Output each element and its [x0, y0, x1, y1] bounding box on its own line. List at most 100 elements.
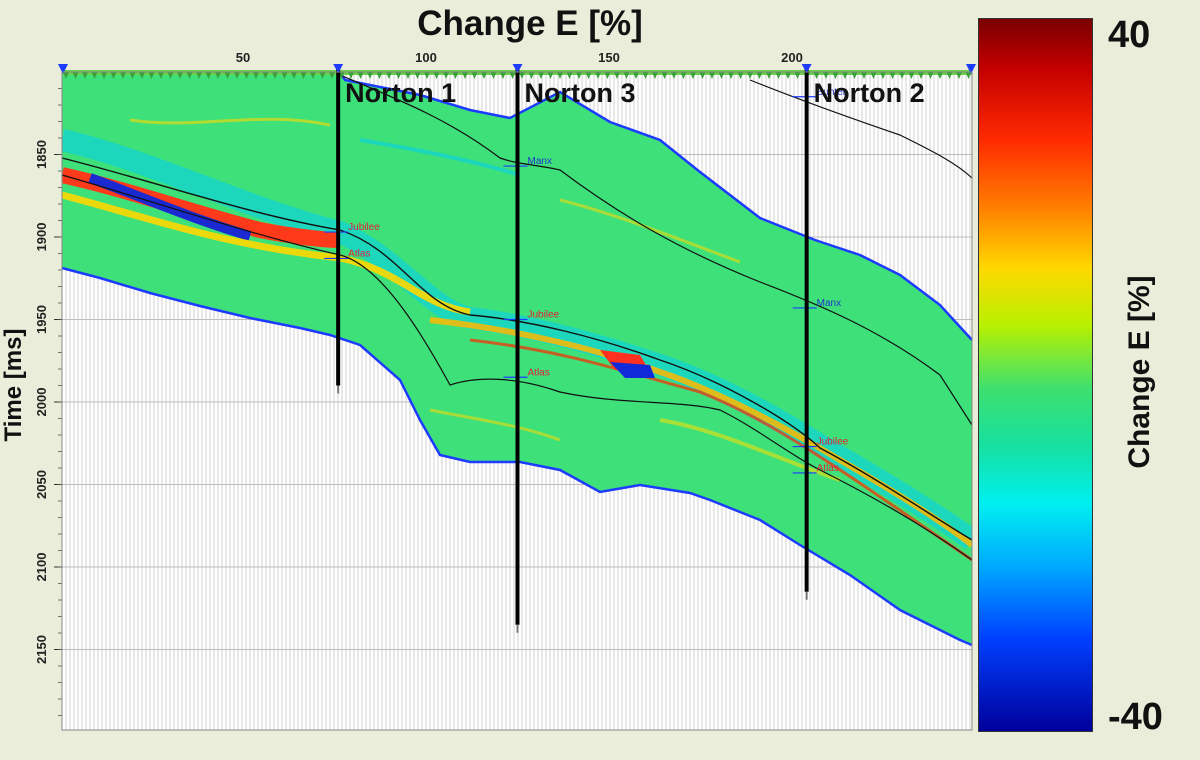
- trace-marker: [965, 72, 972, 79]
- trace-marker: [300, 72, 307, 79]
- trace-marker: [395, 72, 402, 79]
- trace-marker: [927, 72, 934, 79]
- trace-marker: [205, 72, 212, 79]
- lower-boundary: [61, 266, 973, 647]
- horizon-pick-label: Jubilee: [348, 222, 380, 233]
- trace-marker: [490, 72, 497, 79]
- trace-marker: [414, 72, 421, 79]
- trace-marker: [196, 72, 202, 79]
- horizon-jubilee: [61, 157, 973, 541]
- horizon-pick-label: Jubilee: [817, 437, 849, 448]
- well-top-marker: [801, 64, 812, 73]
- trace-marker: [158, 72, 164, 79]
- trace-marker: [528, 72, 535, 79]
- horizon-atlas: [61, 174, 973, 561]
- horizon-pick-label: Jubilee: [528, 310, 560, 321]
- trace-marker: [918, 72, 924, 79]
- trace-marker: [614, 72, 620, 79]
- trace-marker: [63, 72, 69, 79]
- trace-marker: [756, 72, 763, 79]
- trace-marker-start: [58, 64, 68, 74]
- horizon-pick-label: Manx: [528, 156, 552, 167]
- trace-marker: [547, 72, 554, 79]
- trace-marker: [367, 72, 373, 79]
- trace-marker: [661, 72, 668, 79]
- x-tick-label: 200: [781, 50, 803, 65]
- colorbar-max-label: 40: [1108, 14, 1151, 56]
- trace-marker: [823, 72, 829, 79]
- trace-marker: [253, 72, 259, 79]
- trace-marker: [557, 72, 563, 79]
- trace-marker: [386, 72, 392, 79]
- trace-marker: [281, 72, 288, 79]
- trace-marker: [842, 72, 848, 79]
- trace-marker: [633, 72, 639, 79]
- trace-marker: [747, 72, 753, 79]
- trace-marker: [462, 72, 468, 79]
- trace-marker: [576, 72, 582, 79]
- trace-marker: [604, 72, 611, 79]
- trace-marker: [224, 72, 231, 79]
- trace-marker: [405, 72, 411, 79]
- x-tick-label: 150: [598, 50, 620, 65]
- trace-marker: [794, 72, 801, 79]
- colorbar-min-label: -40: [1108, 696, 1163, 738]
- chart-title: Change E [%]: [417, 4, 643, 43]
- horizon-pick-label: Atlas: [528, 367, 550, 378]
- trace-marker: [775, 72, 782, 79]
- trace-marker: [690, 72, 696, 79]
- trace-marker: [585, 72, 592, 79]
- y-tick-label: 1850: [34, 140, 49, 169]
- trace-marker: [851, 72, 858, 79]
- trace-marker: [329, 72, 335, 79]
- well-label: Norton 2: [814, 78, 925, 108]
- plot-border: [61, 71, 973, 731]
- trace-marker: [623, 72, 630, 79]
- trace-marker: [291, 72, 297, 79]
- trace-marker: [519, 72, 525, 79]
- horizon-pick-label: Atlas: [348, 248, 370, 259]
- trace-marker: [709, 72, 715, 79]
- upper-boundary: [62, 70, 973, 341]
- trace-marker: [937, 72, 943, 79]
- trace-marker: [101, 72, 107, 79]
- colorbar: [978, 18, 1093, 732]
- horizon-pick-label: Bunter: [817, 87, 847, 98]
- trace-marker: [234, 72, 240, 79]
- wells: Norton 1 Norton 3 Norton 2: [333, 64, 925, 633]
- trace-marker-end: [966, 64, 976, 74]
- horizon-bunter: [749, 79, 973, 179]
- colorbar-label: Change E [%]: [1123, 275, 1156, 469]
- trace-marker: [148, 72, 155, 79]
- trace-marker: [718, 72, 725, 79]
- trace-marker: [272, 72, 278, 79]
- trace-marker: [433, 72, 440, 79]
- trace-marker: [766, 72, 772, 79]
- trace-marker: [813, 72, 820, 79]
- y-tick-label: 2000: [34, 388, 49, 417]
- trace-marker: [861, 72, 867, 79]
- y-axis-label: Time [ms]: [0, 328, 27, 442]
- trace-marker: [728, 72, 734, 79]
- trace-marker: [538, 72, 544, 79]
- trace-marker: [120, 72, 126, 79]
- trace-marker: [424, 72, 430, 79]
- well-label: Norton 1: [345, 78, 456, 108]
- trace-marker: [481, 72, 487, 79]
- trace-marker: [177, 72, 183, 79]
- trace-marker: [671, 72, 677, 79]
- trace-marker: [956, 72, 962, 79]
- y-tick-label: 1950: [34, 305, 49, 334]
- trace-marker: [509, 72, 516, 79]
- trace-marker: [72, 72, 79, 79]
- x-tick-label: 100: [415, 50, 437, 65]
- trace-marker: [243, 72, 250, 79]
- trace-marker: [832, 72, 839, 79]
- horizon-pick-label: Atlas: [817, 463, 839, 474]
- trace-marker: [139, 72, 145, 79]
- trace-marker: [946, 72, 953, 79]
- trace-marker: [889, 72, 896, 79]
- horizon-manx: [339, 74, 973, 426]
- trace-marker: [880, 72, 886, 79]
